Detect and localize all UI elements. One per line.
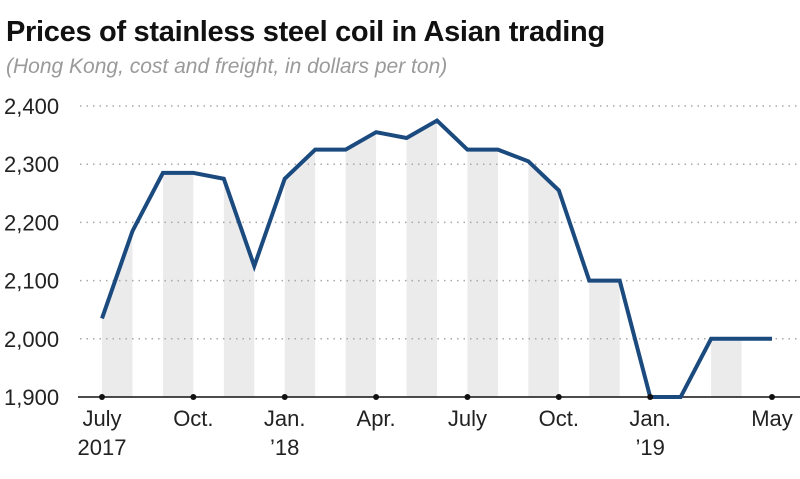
x-tick-dot [281,394,288,400]
x-tick-dot [647,394,654,400]
shade-band [406,120,437,398]
y-tick-label: 2,300 [4,152,59,177]
x-tick-dot [769,394,775,400]
y-tick-label: 2,200 [4,210,59,235]
x-tick-label: May [751,406,793,431]
chart-title: Prices of stainless steel coil in Asian … [6,16,605,48]
x-tick-dot [373,394,380,400]
x-tick-label: Jan. [629,406,671,431]
y-tick-label: 2,400 [4,94,59,119]
x-tick-label: July [82,406,121,431]
y-tick-label: 2,000 [4,327,59,352]
x-tick-label: Oct. [539,406,579,431]
shade-band [589,280,620,397]
y-tick-label: 1,900 [4,385,59,410]
x-tick-label-year: 2017 [78,435,127,460]
x-tick-label-year: ’19 [636,435,665,460]
y-tick-label: 2,100 [4,269,59,294]
x-tick-label: Jan. [264,406,306,431]
x-tick-dot [555,394,562,400]
shade-band [223,178,255,397]
chart-subtitle: (Hong Kong, cost and freight, in dollars… [6,55,448,78]
x-tick-dot [99,394,105,400]
shade-band [284,149,316,397]
shade-band [162,172,194,397]
shade-band [345,132,377,397]
x-tick-label: Oct. [173,406,213,431]
shade-band [711,338,742,397]
x-tick-dot [464,394,471,400]
x-tick-label: Apr. [357,406,396,431]
shade-band [467,149,498,397]
x-tick-dot [190,394,197,400]
shade-band [102,231,133,397]
x-tick-label-year: ’18 [270,435,299,460]
x-tick-label: July [448,406,487,431]
shade-band [528,161,559,397]
